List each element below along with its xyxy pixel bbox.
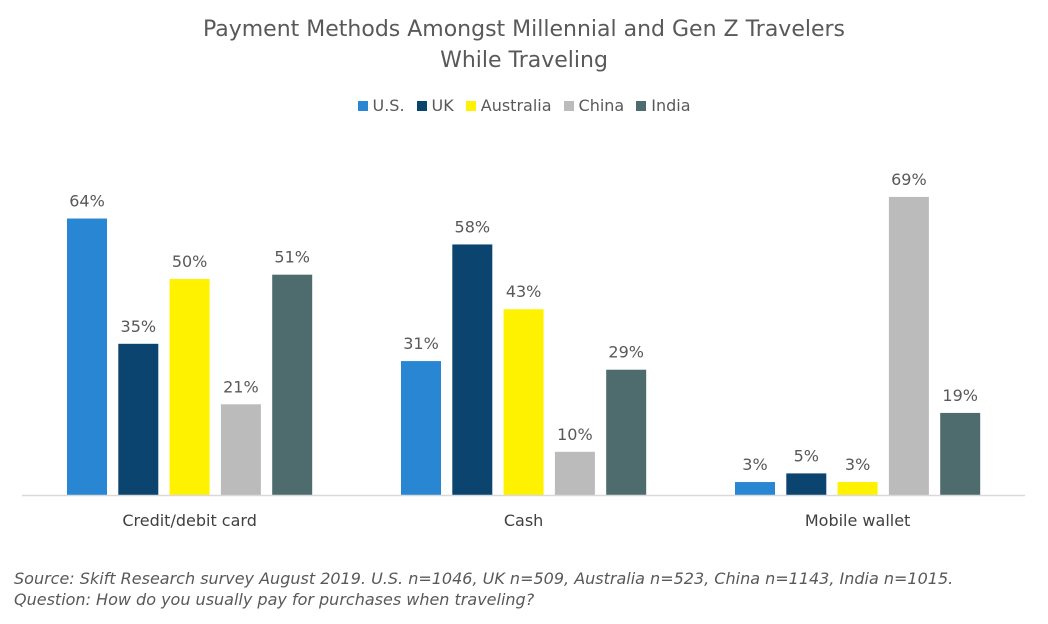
bar-cash-uk bbox=[452, 244, 493, 495]
legend-item-uk: UK bbox=[416, 96, 454, 115]
bar-mobile-wallet-u-s bbox=[735, 482, 775, 495]
bar-credit-debit-card-australia bbox=[169, 279, 210, 495]
category-label-credit-debit-card: Credit/debit card bbox=[122, 511, 257, 530]
bar-cash-china bbox=[554, 451, 595, 495]
data-label-cash-china: 10% bbox=[557, 425, 593, 444]
legend-item-china: China bbox=[563, 96, 625, 115]
bar-mobile-wallet-india bbox=[940, 412, 981, 495]
legend-swatch-uk bbox=[416, 100, 427, 111]
data-label-cash-uk: 58% bbox=[455, 217, 491, 236]
data-label-mobile-wallet-uk: 5% bbox=[794, 446, 819, 465]
legend-label-australia: Australia bbox=[480, 96, 552, 115]
legend-item-us: U.S. bbox=[357, 96, 405, 115]
bar-cash-india bbox=[606, 369, 647, 495]
bar-mobile-wallet-australia bbox=[837, 482, 878, 495]
bar-mobile-wallet-uk bbox=[786, 473, 827, 495]
legend-label-india: India bbox=[651, 96, 691, 115]
data-label-cash-australia: 43% bbox=[506, 282, 542, 301]
legend-item-india: India bbox=[636, 96, 691, 115]
category-label-cash: Cash bbox=[504, 511, 543, 530]
bar-credit-debit-card-uk bbox=[118, 343, 159, 495]
bar-credit-debit-card-india bbox=[272, 274, 313, 495]
legend-swatch-us bbox=[357, 100, 368, 111]
bar-cash-australia bbox=[503, 309, 544, 495]
bar-credit-debit-card-u-s bbox=[67, 218, 107, 495]
data-label-credit-debit-card-australia: 50% bbox=[172, 252, 208, 271]
data-label-mobile-wallet-india: 19% bbox=[942, 386, 978, 405]
source-note: Source: Skift Research survey August 201… bbox=[14, 569, 954, 609]
data-label-mobile-wallet-china: 69% bbox=[891, 170, 927, 189]
legend-label-uk: UK bbox=[431, 96, 454, 115]
data-label-credit-debit-card-u-s: 64% bbox=[69, 192, 105, 211]
data-label-cash-india: 29% bbox=[608, 343, 644, 362]
data-label-credit-debit-card-uk: 35% bbox=[121, 317, 157, 336]
legend-swatch-australia bbox=[465, 100, 476, 111]
chart-title-line-1: Payment Methods Amongst Millennial and G… bbox=[202, 17, 846, 42]
category-label-mobile-wallet: Mobile wallet bbox=[805, 511, 910, 530]
data-label-mobile-wallet-u-s: 3% bbox=[742, 455, 767, 474]
bar-mobile-wallet-china bbox=[888, 196, 929, 496]
legend: U.S. UK Australia China India bbox=[0, 96, 1048, 115]
bar-chart-plot: 64% 35% 50% 21% 51% Credit/debit card 31% 58% 43… bbox=[22, 170, 1025, 530]
data-label-credit-debit-card-china: 21% bbox=[223, 377, 259, 396]
data-label-cash-u-s: 31% bbox=[403, 334, 439, 353]
legend-item-australia: Australia bbox=[465, 96, 552, 115]
bar-cash-u-s bbox=[401, 361, 441, 495]
legend-label-china: China bbox=[578, 96, 625, 115]
chart-title: Payment Methods Amongst Millennial and G… bbox=[0, 14, 1048, 76]
bar-credit-debit-card-china bbox=[220, 404, 261, 495]
legend-swatch-china bbox=[563, 100, 574, 111]
chart-title-line-2: While Traveling bbox=[440, 48, 608, 73]
legend-label-us: U.S. bbox=[372, 96, 405, 115]
legend-swatch-india bbox=[636, 100, 647, 111]
data-label-mobile-wallet-australia: 3% bbox=[845, 455, 870, 474]
data-label-credit-debit-card-india: 51% bbox=[274, 248, 310, 267]
